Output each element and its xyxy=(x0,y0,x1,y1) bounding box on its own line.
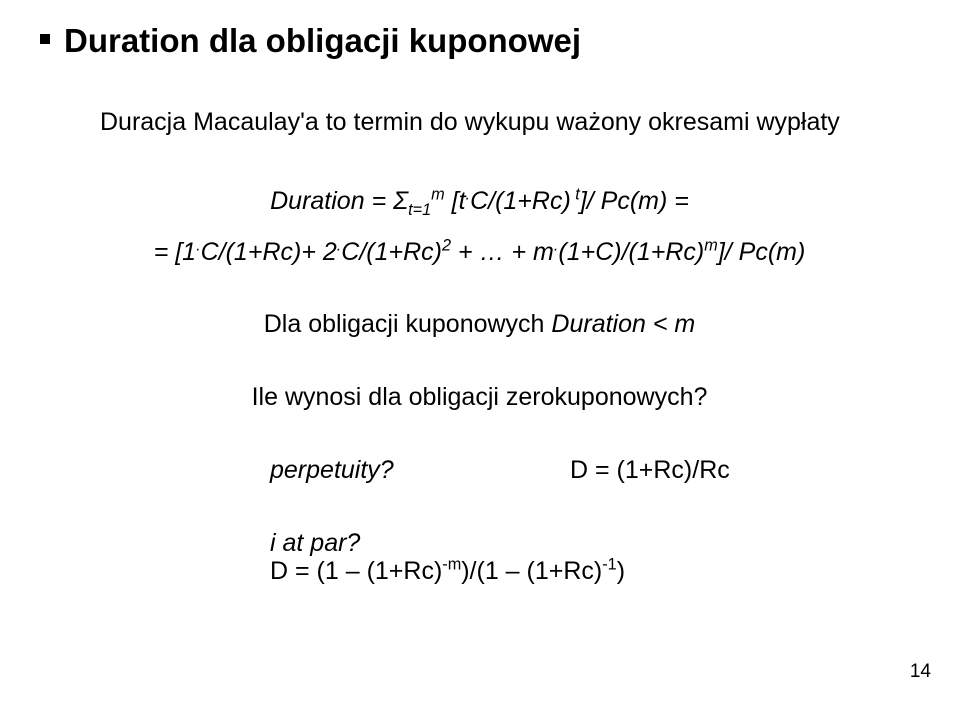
formula-line-2: = [1.C/(1+Rc)+ 2.C/(1+Rc)2 + … + m.(1+C)… xyxy=(40,238,919,267)
formula-line-1: Duration = Σt=1m [t.C/(1+Rc) t]/ Pc(m) = xyxy=(40,187,919,216)
at-par-label: i at par? xyxy=(270,529,570,558)
title-text: Duration dla obligacji kuponowej xyxy=(64,22,581,59)
page-number: 14 xyxy=(910,661,931,683)
note-line-2: Ile wynosi dla obligacji zerokuponowych? xyxy=(40,383,919,412)
slide-page: Duration dla obligacji kuponowej Duracja… xyxy=(0,0,959,701)
perpetuity-value: D = (1+Rc)/Rc xyxy=(570,456,730,485)
row-perpetuity: perpetuity?D = (1+Rc)/Rc xyxy=(270,456,919,485)
title-bullet-icon xyxy=(40,34,50,44)
note-line-1: Dla obligacji kuponowych Duration < m xyxy=(40,310,919,339)
intro-text: Duracja Macaulay'a to termin do wykupu w… xyxy=(100,108,919,137)
at-par-value: D = (1 – (1+Rc)-m)/(1 – (1+Rc)-1) xyxy=(270,557,625,586)
perpetuity-label: perpetuity? xyxy=(270,456,570,485)
page-title: Duration dla obligacji kuponowej xyxy=(40,22,919,60)
row-at-par: i at par?D = (1 – (1+Rc)-m)/(1 – (1+Rc)-… xyxy=(270,529,919,587)
